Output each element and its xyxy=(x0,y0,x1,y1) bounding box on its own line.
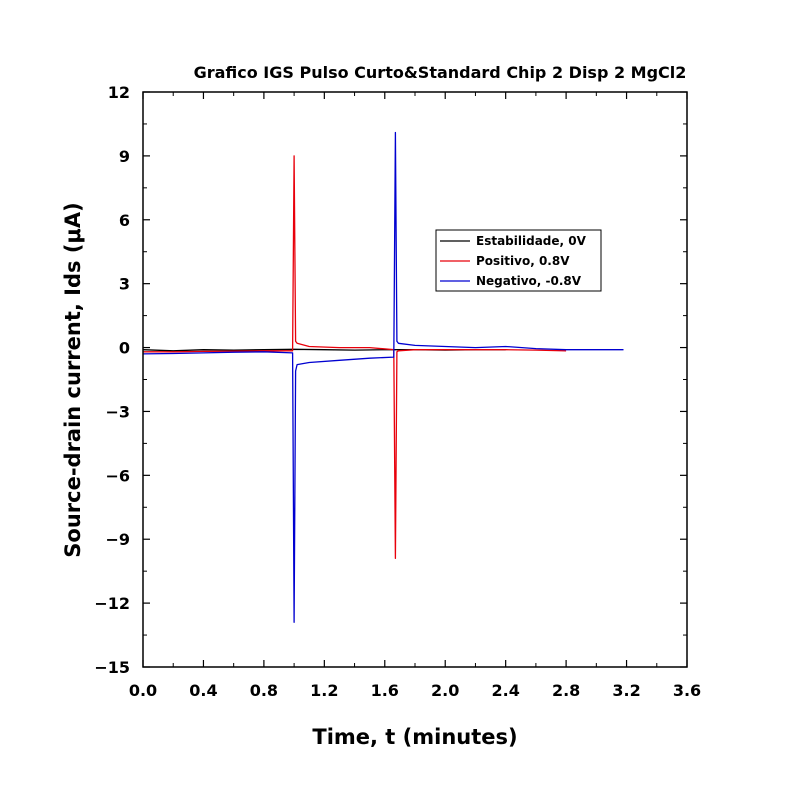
x-tick-label: 0.4 xyxy=(189,681,217,700)
y-axis-ticks: 12 9 6 3 0 −3 −6 −9 −12 −15 xyxy=(94,83,687,677)
x-axis-ticks: 0.0 0.4 0.8 1.2 1.6 2.0 2.4 2.8 3.2 3.6 xyxy=(129,92,701,700)
y-tick-label: −9 xyxy=(105,530,130,549)
series-line-positivo-0-8v xyxy=(143,155,567,560)
y-axis-title: Source-drain current, Ids (μA) xyxy=(61,202,85,557)
series-line-negativo-0-8v xyxy=(142,131,624,623)
x-tick-label: 3.6 xyxy=(673,681,701,700)
x-tick-label: 0.0 xyxy=(129,681,157,700)
x-tick-label: 2.4 xyxy=(491,681,519,700)
chart-title: Grafico IGS Pulso Curto&Standard Chip 2 … xyxy=(194,63,687,82)
plot-frame xyxy=(142,91,688,668)
legend-label: Negativo, -0.8V xyxy=(476,274,582,288)
x-tick-label: 0.8 xyxy=(250,681,278,700)
x-tick-label: 1.2 xyxy=(310,681,338,700)
legend-label: Estabilidade, 0V xyxy=(476,234,587,248)
y-tick-label: 12 xyxy=(108,83,130,102)
y-tick-label: −12 xyxy=(94,594,130,613)
x-axis-title: Time, t (minutes) xyxy=(312,725,517,749)
legend-label: Positivo, 0.8V xyxy=(476,254,570,268)
x-tick-label: 2.8 xyxy=(552,681,580,700)
x-tick-label: 1.6 xyxy=(371,681,399,700)
y-tick-label: −3 xyxy=(105,402,130,421)
y-tick-label: 6 xyxy=(119,211,130,230)
x-tick-label: 2.0 xyxy=(431,681,459,700)
y-tick-label: 3 xyxy=(119,275,130,294)
y-tick-label: 9 xyxy=(119,147,130,166)
y-tick-label: −15 xyxy=(94,658,130,677)
legend: Estabilidade, 0V Positivo, 0.8V Negativo, … xyxy=(435,229,602,292)
series-lines xyxy=(142,131,624,623)
y-tick-label: −6 xyxy=(105,466,130,485)
y-tick-label: 0 xyxy=(119,339,130,358)
x-tick-label: 3.2 xyxy=(612,681,640,700)
